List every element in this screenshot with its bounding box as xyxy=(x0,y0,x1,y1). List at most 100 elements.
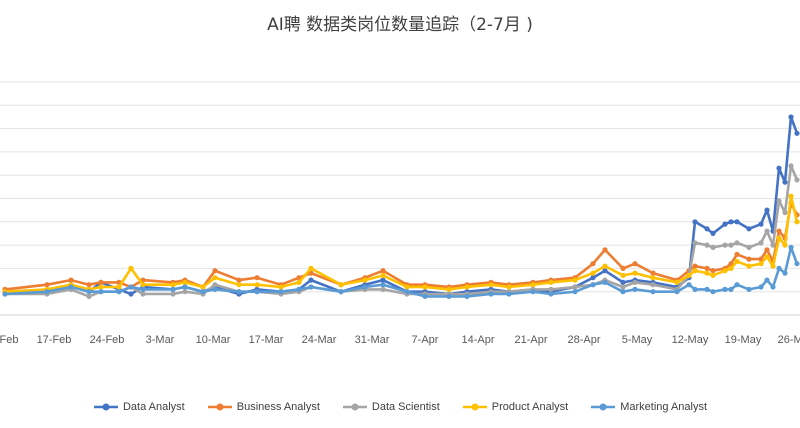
x-tick-label: 19-May xyxy=(725,334,762,346)
data-point xyxy=(632,279,638,285)
data-point xyxy=(380,272,386,278)
x-tick-label: 5-May xyxy=(622,334,653,346)
data-point xyxy=(170,286,176,292)
series-line xyxy=(4,194,799,293)
data-point xyxy=(602,268,608,274)
legend-swatch xyxy=(93,403,118,411)
data-point xyxy=(776,198,782,204)
gridlines xyxy=(0,81,800,316)
data-point xyxy=(170,291,176,297)
data-point xyxy=(746,286,752,292)
legend-label: Business Analyst xyxy=(236,401,320,413)
x-tick-label: 28-Apr xyxy=(567,334,600,346)
x-tick-label: 7-Apr xyxy=(412,334,439,346)
data-point xyxy=(650,289,656,295)
data-point xyxy=(308,284,314,290)
x-tick-label: 12-May xyxy=(672,334,709,346)
series-line xyxy=(5,164,799,298)
data-point xyxy=(182,279,188,285)
data-point xyxy=(794,261,800,267)
data-point xyxy=(686,272,692,278)
data-point xyxy=(140,291,146,297)
data-point xyxy=(620,289,626,295)
data-point xyxy=(770,263,776,269)
data-point xyxy=(692,219,698,225)
x-tick-label: 3-Mar xyxy=(146,334,175,346)
data-point xyxy=(728,242,734,248)
data-point xyxy=(128,265,134,271)
data-point xyxy=(650,275,656,281)
legend-item: Business Analyst xyxy=(207,401,320,413)
data-point xyxy=(236,289,242,295)
data-point xyxy=(68,284,74,290)
data-point xyxy=(308,265,314,271)
legend-label: Marketing Analyst xyxy=(620,401,708,413)
data-point xyxy=(590,261,596,267)
data-point xyxy=(338,282,344,288)
data-point xyxy=(704,286,710,292)
data-point xyxy=(764,207,770,213)
data-point xyxy=(734,240,740,246)
data-point xyxy=(734,219,740,225)
data-point xyxy=(590,282,596,288)
data-point xyxy=(308,277,314,283)
legend-label: Data Scientist xyxy=(371,401,440,413)
data-point xyxy=(746,256,752,262)
data-point xyxy=(44,289,50,295)
x-tick-label: 24-Feb xyxy=(90,334,125,346)
data-point xyxy=(254,275,260,281)
data-point xyxy=(212,275,218,281)
series-business-analyst xyxy=(2,200,800,292)
data-point xyxy=(704,242,710,248)
data-point xyxy=(422,293,428,299)
data-point xyxy=(212,282,218,288)
data-point xyxy=(710,268,716,274)
data-point xyxy=(620,284,626,290)
data-point xyxy=(764,228,770,234)
legend-swatch xyxy=(591,403,616,411)
data-point xyxy=(620,272,626,278)
data-point xyxy=(236,282,242,288)
data-point xyxy=(782,209,788,216)
data-point xyxy=(674,289,680,295)
legend-item: Data Analyst xyxy=(93,401,185,413)
legend-swatch xyxy=(462,403,487,411)
data-point xyxy=(182,284,188,290)
data-point xyxy=(788,193,794,199)
x-tick-label: 14-Apr xyxy=(461,334,494,346)
data-point xyxy=(770,284,776,290)
data-point xyxy=(446,286,452,292)
data-point xyxy=(632,286,638,292)
data-point xyxy=(530,289,536,295)
data-point xyxy=(764,277,770,283)
data-point xyxy=(758,284,764,290)
data-point xyxy=(602,263,608,269)
data-point xyxy=(572,277,578,283)
data-point xyxy=(506,284,512,290)
data-point xyxy=(548,291,554,297)
x-tick-label: 17-Feb xyxy=(37,334,72,346)
data-point xyxy=(182,289,188,295)
data-point xyxy=(380,277,386,283)
series-marketing-analyst xyxy=(2,244,800,299)
data-point xyxy=(728,219,734,225)
data-point xyxy=(404,284,410,290)
chart-title: AI聘 数据类岗位数量追踪（2-7月 ) xyxy=(267,15,533,35)
data-point xyxy=(98,279,104,285)
data-point xyxy=(782,270,788,276)
data-point xyxy=(722,221,728,227)
data-point xyxy=(602,279,608,285)
data-point xyxy=(650,270,656,276)
legend-item: Product Analyst xyxy=(462,401,568,413)
data-point xyxy=(788,114,794,120)
data-point xyxy=(296,286,302,292)
data-point xyxy=(548,286,554,292)
data-point xyxy=(722,286,728,292)
data-point xyxy=(734,282,740,288)
series-lines xyxy=(2,114,800,299)
data-point xyxy=(590,270,596,276)
data-point xyxy=(338,289,344,295)
legend-label: Product Analyst xyxy=(491,401,569,413)
data-point xyxy=(632,261,638,267)
